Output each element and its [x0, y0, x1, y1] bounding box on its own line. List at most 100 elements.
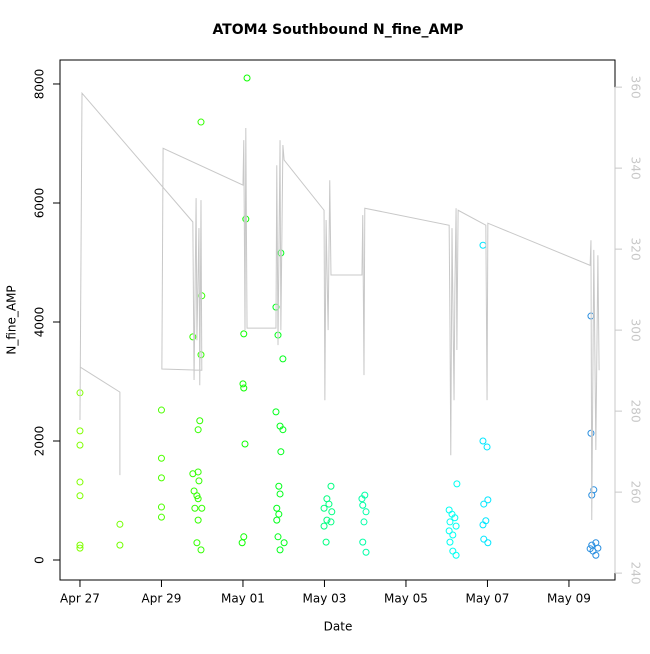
data-point [586, 545, 594, 553]
data-point [194, 426, 202, 434]
x-tick-label: May 01 [221, 592, 265, 606]
data-point [197, 118, 205, 126]
y2-tick-label: 280 [629, 400, 643, 423]
data-point [484, 496, 492, 504]
y2-tick-label: 340 [629, 157, 643, 180]
data-point [157, 406, 165, 414]
data-point [157, 513, 165, 521]
x-tick-label: May 07 [466, 592, 510, 606]
data-point [273, 516, 281, 524]
data-point [239, 380, 247, 388]
data-point [76, 441, 84, 449]
data-point [195, 477, 203, 485]
data-point [325, 500, 333, 508]
data-point [157, 454, 165, 462]
data-point [322, 538, 330, 546]
data-point [449, 531, 457, 539]
y2-tick-label: 360 [629, 76, 643, 99]
data-point [275, 482, 283, 490]
data-point [189, 333, 197, 341]
data-point [359, 538, 367, 546]
data-point [587, 429, 595, 437]
data-point [194, 516, 202, 524]
data-point [320, 522, 328, 530]
data-point [592, 551, 600, 559]
chart-title: ATOM4 Southbound N_fine_AMP [212, 22, 463, 38]
x-tick-label: May 03 [303, 592, 347, 606]
data-point [243, 74, 251, 82]
data-point [277, 448, 285, 456]
data-point [279, 355, 287, 363]
data-point [279, 426, 287, 434]
data-point [76, 541, 84, 549]
data-point [327, 482, 335, 490]
x-tick-label: Apr 27 [60, 592, 100, 606]
data-point [280, 539, 288, 547]
data-point [76, 544, 84, 552]
data-point [157, 503, 165, 511]
y-tick-label: 8000 [33, 69, 47, 100]
y-tick-label: 2000 [33, 426, 47, 457]
data-point [320, 504, 328, 512]
x-axis-label: Date [324, 620, 353, 634]
x-tick-label: May 09 [547, 592, 591, 606]
data-point [359, 501, 367, 509]
data-point [196, 417, 204, 425]
data-point [323, 516, 331, 524]
data-point [240, 330, 248, 338]
data-point [452, 551, 460, 559]
data-point [198, 504, 206, 512]
data-point [116, 520, 124, 528]
data-point [194, 468, 202, 476]
data-point [327, 518, 335, 526]
y2-tick-label: 300 [629, 319, 643, 342]
y2-tick-label: 320 [629, 238, 643, 261]
data-point [453, 480, 461, 488]
y-axis-label: N_fine_AMP [5, 285, 19, 354]
data-point [358, 495, 366, 503]
x-tick-label: Apr 29 [142, 592, 182, 606]
data-point [483, 443, 491, 451]
data-point [272, 408, 280, 416]
data-point [484, 539, 492, 547]
data-point [451, 514, 459, 522]
data-point [479, 437, 487, 445]
data-point [480, 500, 488, 508]
data-point [362, 508, 370, 516]
data-point [76, 492, 84, 500]
data-point [241, 440, 249, 448]
data-point [116, 541, 124, 549]
data-point [76, 427, 84, 435]
data-point [275, 510, 283, 518]
y-tick-label: 0 [33, 556, 47, 564]
y2-tick-label: 240 [629, 562, 643, 585]
data-point [452, 522, 460, 530]
data-point [273, 504, 281, 512]
x-tick-label: May 05 [384, 592, 428, 606]
data-point [445, 527, 453, 535]
data-point [238, 539, 246, 547]
data-point [76, 478, 84, 486]
data-point [479, 521, 487, 529]
data-point [276, 546, 284, 554]
data-point [274, 533, 282, 541]
data-point [197, 351, 205, 359]
data-point [480, 535, 488, 543]
data-point [157, 474, 165, 482]
data-point [197, 546, 205, 554]
data-point [191, 504, 199, 512]
data-point [446, 518, 454, 526]
data-point [362, 548, 370, 556]
y-tick-label: 4000 [33, 307, 47, 338]
data-point [240, 384, 248, 392]
data-point [360, 518, 368, 526]
data-point [446, 538, 454, 546]
data-point [193, 539, 201, 547]
data-point [194, 495, 202, 503]
y2-tick-label: 260 [629, 481, 643, 504]
data-point [328, 508, 336, 516]
data-line [79, 91, 600, 521]
data-point [276, 490, 284, 498]
y-tick-label: 6000 [33, 188, 47, 219]
